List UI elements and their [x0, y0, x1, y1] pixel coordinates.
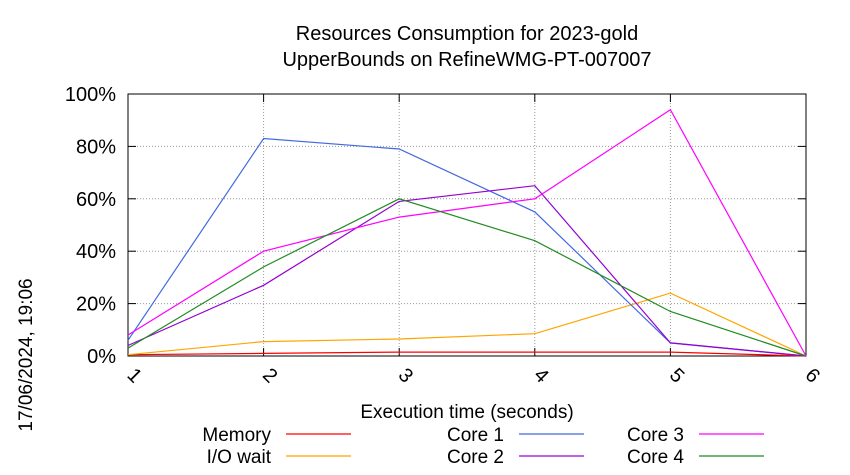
legend-label: Core 1 — [447, 425, 504, 446]
series-line-memory — [127, 351, 807, 357]
y-tick-label: 0% — [87, 346, 116, 368]
legend-label: Memory — [202, 425, 271, 446]
y-tick-label: 40% — [76, 241, 116, 263]
x-tick-label: 5 — [665, 364, 688, 387]
legend-label: I/O wait — [207, 447, 272, 468]
x-tick-label: 3 — [394, 364, 417, 387]
x-axis-ticks: 1 2 3 4 5 6 — [123, 94, 824, 387]
legend-label: Core 4 — [627, 447, 684, 468]
legend-label: Core 3 — [627, 425, 684, 446]
y-axis-ticks: 0% 20% 40% 60% 80% 100% — [65, 84, 806, 368]
x-axis-label: Execution time (seconds) — [360, 402, 573, 423]
series-lines — [127, 108, 807, 357]
legend-label: Core 2 — [447, 447, 504, 468]
grid-lines — [128, 94, 806, 356]
chart-title: Resources Consumption for 2023-gold — [296, 23, 638, 45]
x-tick-label: 1 — [123, 364, 146, 387]
chart-subtitle: UpperBounds on RefineWMG-PT-007007 — [282, 49, 651, 71]
y-tick-label: 100% — [65, 84, 116, 106]
x-tick-label: 2 — [258, 364, 281, 387]
series-line-core-2 — [127, 185, 807, 357]
timestamp-label: 17/06/2024, 19:06 — [16, 278, 37, 431]
y-tick-label: 80% — [76, 136, 116, 158]
x-tick-label: 6 — [801, 364, 824, 387]
series-line-core-3 — [127, 108, 807, 357]
series-line-i-o-wait — [127, 292, 807, 357]
y-tick-label: 20% — [76, 294, 116, 316]
x-tick-label: 4 — [529, 364, 552, 387]
y-tick-label: 60% — [76, 189, 116, 211]
plot-frame — [127, 93, 807, 357]
series-line-core-4 — [127, 198, 807, 357]
